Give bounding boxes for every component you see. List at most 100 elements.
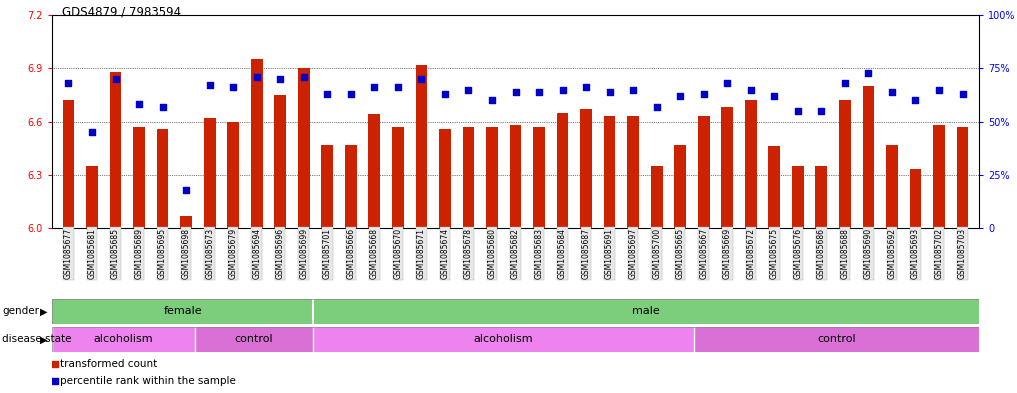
Bar [227,121,239,228]
Point [578,84,594,90]
Text: GSM1085695: GSM1085695 [158,228,167,279]
Bar [63,100,74,228]
Text: GSM1085678: GSM1085678 [464,228,473,279]
Text: GSM1085677: GSM1085677 [64,228,73,279]
Point [296,73,312,80]
Bar [769,146,780,228]
Text: GSM1085682: GSM1085682 [511,228,520,279]
Point [672,93,689,99]
Text: male: male [633,307,660,316]
Point [507,88,524,95]
Point [837,80,853,86]
Text: GSM1085672: GSM1085672 [746,228,756,279]
Bar [694,327,979,352]
Point [461,86,477,93]
Point [719,80,735,86]
Text: GSM1085696: GSM1085696 [276,228,285,279]
Text: GSM1085697: GSM1085697 [629,228,638,279]
Text: female: female [164,307,202,316]
Text: GSM1085666: GSM1085666 [347,228,355,279]
Point [390,84,406,90]
Bar [313,327,694,352]
Point [860,70,877,76]
Text: GSM1085693: GSM1085693 [911,228,920,279]
Bar [110,72,121,228]
Point [60,80,76,86]
Bar [486,127,498,228]
Text: GSM1085686: GSM1085686 [817,228,826,279]
Text: GDS4879 / 7983594: GDS4879 / 7983594 [62,6,181,18]
Bar [698,116,710,228]
Text: transformed count: transformed count [60,359,157,369]
Text: GSM1085675: GSM1085675 [770,228,779,279]
Text: GSM1085689: GSM1085689 [134,228,143,279]
Bar [721,107,733,228]
Text: alcoholism: alcoholism [94,334,154,345]
Point [248,73,264,80]
Text: alcoholism: alcoholism [474,334,534,345]
Point [696,91,712,97]
Point [907,97,923,103]
Text: GSM1085668: GSM1085668 [370,228,378,279]
Text: GSM1085702: GSM1085702 [935,228,944,279]
Point [531,88,547,95]
Bar [533,127,545,228]
Bar [133,127,145,228]
Bar [194,327,313,352]
Text: ▶: ▶ [41,334,48,345]
Bar [463,127,474,228]
Bar [345,145,357,228]
Text: GSM1085665: GSM1085665 [675,228,684,279]
Bar [203,118,216,228]
Point [83,129,100,135]
Point [884,88,900,95]
Bar [298,68,309,228]
Point [554,86,571,93]
Point [366,84,382,90]
Text: GSM1085680: GSM1085680 [487,228,496,279]
Text: GSM1085671: GSM1085671 [417,228,426,279]
Point [789,108,805,114]
Point [47,361,63,367]
Bar [251,59,262,228]
Bar [510,125,522,228]
Point [649,103,665,110]
Point [931,86,947,93]
Text: GSM1085698: GSM1085698 [182,228,190,279]
Point [601,88,617,95]
Text: GSM1085674: GSM1085674 [440,228,450,279]
Bar [744,100,757,228]
Point [954,91,970,97]
Text: GSM1085699: GSM1085699 [299,228,308,279]
Bar [439,129,451,228]
Bar [556,113,569,228]
Bar [392,127,404,228]
Text: disease state: disease state [2,334,71,345]
Text: GSM1085691: GSM1085691 [605,228,614,279]
Text: GSM1085670: GSM1085670 [394,228,403,279]
Text: GSM1085694: GSM1085694 [252,228,261,279]
Text: GSM1085703: GSM1085703 [958,228,967,279]
Text: GSM1085667: GSM1085667 [700,228,708,279]
Text: control: control [235,334,274,345]
Point [343,91,359,97]
Bar [674,145,686,228]
Bar [604,116,615,228]
Text: GSM1085676: GSM1085676 [793,228,802,279]
Bar [862,86,875,228]
Bar [886,145,898,228]
Bar [86,166,98,228]
Bar [52,299,313,324]
Point [155,103,171,110]
Point [47,378,63,384]
Point [225,84,241,90]
Bar [157,129,169,228]
Text: GSM1085679: GSM1085679 [229,228,238,279]
Bar [180,216,192,228]
Text: GSM1085700: GSM1085700 [652,228,661,279]
Point [178,187,194,193]
Point [413,76,429,82]
Point [131,101,147,108]
Bar [934,125,945,228]
Point [766,93,782,99]
